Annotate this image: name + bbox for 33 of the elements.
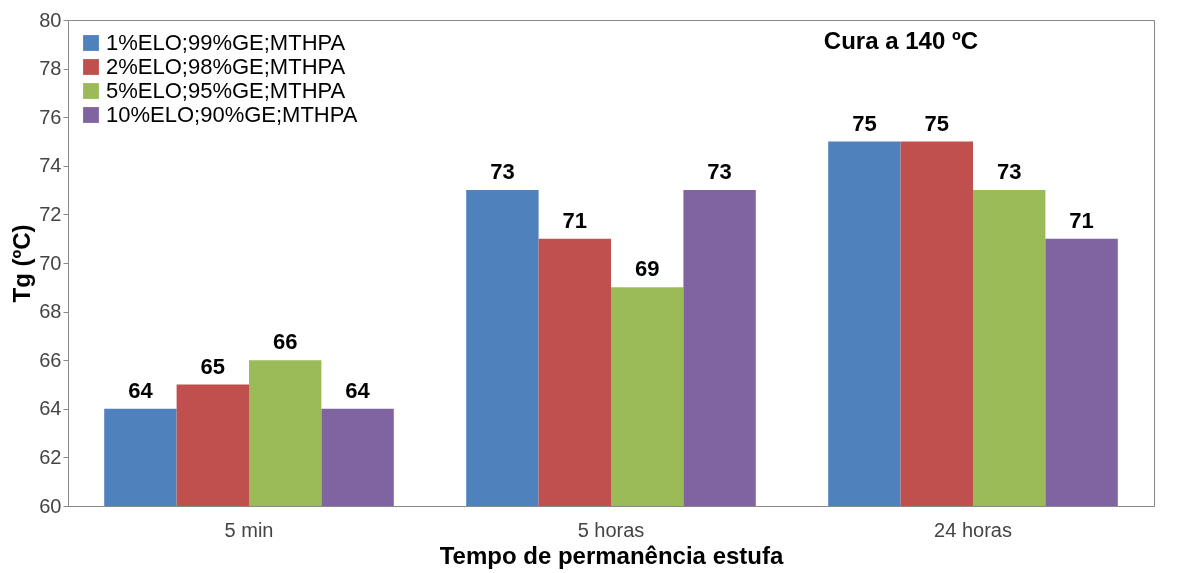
data-label: 64: [128, 377, 154, 403]
data-label: 71: [562, 207, 588, 233]
data-label: 75: [924, 110, 950, 136]
data-label: 65: [200, 353, 226, 379]
y-tick-label: 74: [39, 154, 62, 177]
y-tick-label: 66: [39, 348, 62, 371]
x-tick-label: 5 horas: [577, 518, 645, 541]
y-tick-label: 80: [39, 8, 62, 31]
y-tick-label: 60: [39, 494, 62, 517]
legend-label: 1%ELO;99%GE;MTHPA: [106, 30, 346, 55]
x-tick-label: 24 horas: [934, 518, 1012, 541]
y-tick-label: 62: [39, 445, 62, 468]
data-label: 71: [1069, 207, 1094, 233]
annotation: Cura a 140 ºC: [823, 27, 978, 54]
data-label: 69: [634, 256, 660, 282]
legend-label: 10%ELO;90%GE;MTHPA: [106, 102, 358, 127]
data-label: 64: [345, 377, 371, 403]
data-label: 75: [852, 110, 877, 136]
legend-label: 5%ELO;95%GE;MTHPA: [106, 78, 346, 103]
y-axis-title: Tg (ºC): [8, 224, 36, 303]
data-label: 73: [490, 159, 515, 185]
x-tick-label: 5 min: [224, 518, 274, 541]
legend-label: 2%ELO;98%GE;MTHPA: [106, 54, 346, 79]
y-tick-label: 68: [39, 300, 62, 323]
data-label: 73: [996, 159, 1022, 185]
y-tick-label: 64: [39, 397, 62, 420]
data-label: 66: [272, 329, 298, 355]
data-label: 73: [707, 159, 732, 185]
y-tick-label: 78: [39, 57, 62, 80]
y-tick-label: 72: [39, 202, 62, 225]
x-axis-title: Tempo de permanência estufa: [439, 541, 784, 569]
y-tick-label: 76: [39, 105, 62, 128]
y-tick-label: 70: [39, 251, 62, 274]
